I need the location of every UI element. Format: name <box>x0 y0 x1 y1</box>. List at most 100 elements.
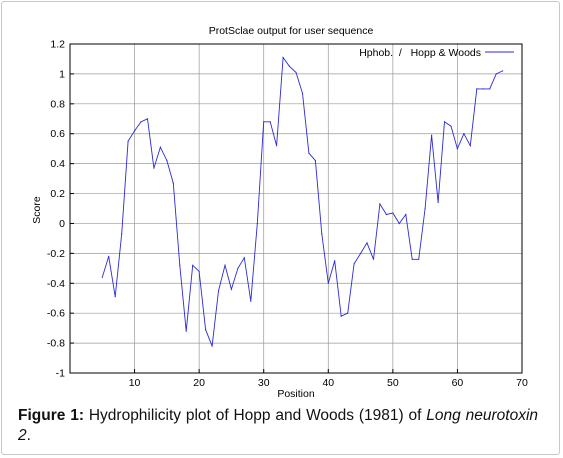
data-point <box>192 264 194 266</box>
data-point <box>153 167 155 169</box>
data-point <box>230 288 232 290</box>
caption-end: . <box>26 427 31 444</box>
data-point <box>140 121 142 123</box>
y-tick-label: 1 <box>59 68 65 80</box>
data-point <box>101 276 103 278</box>
data-point <box>398 222 400 225</box>
data-point <box>179 264 181 266</box>
x-tick-label: 50 <box>387 377 399 389</box>
series-line <box>101 56 503 347</box>
data-point <box>463 133 465 135</box>
data-point <box>121 233 123 235</box>
y-tick-label: -1 <box>56 368 65 380</box>
data-point <box>224 264 226 266</box>
data-point <box>360 252 362 254</box>
y-tick-label: -0.2 <box>47 248 65 260</box>
y-tick-label: 0.4 <box>50 158 65 170</box>
data-point <box>482 88 484 90</box>
data-point <box>418 258 420 260</box>
chart: 1.2 1 0.8 0.6 0.4 0.2 0 -0.2 -0.4 -0.6 -0.8 -1 10 20… <box>31 25 528 400</box>
y-tick-label: 0 <box>59 218 65 230</box>
x-tick-label: 70 <box>516 377 528 389</box>
data-point <box>282 56 284 59</box>
data-point <box>489 88 491 90</box>
x-tick-labels: 10 20 30 40 50 60 70 <box>129 377 528 389</box>
data-point <box>288 65 291 67</box>
data-point <box>353 263 355 265</box>
data-point <box>301 92 304 94</box>
data-point <box>308 152 310 154</box>
data-point <box>127 140 129 142</box>
data-point <box>469 145 471 147</box>
data-point <box>146 118 149 120</box>
data-point <box>217 290 220 292</box>
chart-title: ProtSclae output for user sequence <box>209 25 374 37</box>
data-point <box>198 270 200 272</box>
x-tick-label: 30 <box>258 377 270 389</box>
x-tick-label: 10 <box>129 377 141 389</box>
data-point <box>108 255 110 257</box>
y-tick-label: -0.4 <box>47 278 65 290</box>
data-point <box>385 213 387 216</box>
y-tick-labels: 1.2 1 0.8 0.6 0.4 0.2 0 -0.2 -0.4 -0.6 -0.8 -1 <box>47 39 65 380</box>
data-point <box>476 88 478 90</box>
series-points <box>101 56 504 347</box>
data-point <box>237 267 239 269</box>
x-tick-label: 60 <box>452 377 464 389</box>
data-point <box>502 70 504 72</box>
data-point <box>379 203 381 205</box>
data-point <box>211 345 213 347</box>
data-point <box>347 312 349 314</box>
data-point <box>205 329 207 331</box>
caption-text: Hydrophilicity plot of Hopp and Woods (1… <box>84 407 427 424</box>
y-tick-label: -0.6 <box>47 308 65 320</box>
plot-area <box>69 43 523 374</box>
y-tick-label: 0.2 <box>50 188 65 200</box>
data-point <box>327 282 329 284</box>
data-point <box>256 222 258 225</box>
data-point <box>134 130 136 132</box>
data-point <box>172 182 174 184</box>
grid <box>70 43 523 374</box>
data-point <box>250 300 252 302</box>
data-point <box>314 160 316 162</box>
data-point <box>334 260 336 262</box>
data-point <box>276 145 278 147</box>
data-point <box>269 121 271 123</box>
data-point <box>431 134 433 136</box>
data-point <box>495 73 497 75</box>
data-point <box>424 207 426 210</box>
legend: Hphob. / Hopp & Woods <box>359 47 514 59</box>
data-point <box>243 257 245 259</box>
data-point <box>392 212 394 214</box>
data-point <box>340 315 342 317</box>
data-point <box>263 121 265 123</box>
caption-label: Figure 1: <box>18 407 84 424</box>
data-point <box>450 125 452 127</box>
y-tick-label: 0.6 <box>50 128 65 140</box>
data-point <box>295 71 297 73</box>
legend-label: Hphob. / Hopp & Woods <box>359 47 481 59</box>
figure-caption: Figure 1: Hydrophilicity plot of Hopp an… <box>18 406 538 446</box>
data-point <box>185 330 187 332</box>
y-tick-label: 0.8 <box>50 98 65 110</box>
data-point <box>321 233 323 235</box>
data-point <box>366 242 368 244</box>
data-point <box>159 146 161 148</box>
x-tick-label: 20 <box>193 377 205 389</box>
y-tick-label: 1.2 <box>50 39 65 51</box>
x-axis-label: Position <box>277 388 315 400</box>
data-point <box>114 296 116 298</box>
data-point <box>405 213 407 216</box>
x-tick-label: 40 <box>322 377 334 389</box>
y-tick-label: -0.8 <box>47 338 65 350</box>
data-point <box>372 258 375 260</box>
data-point <box>166 160 168 162</box>
data-point <box>443 121 446 123</box>
data-point <box>437 201 439 204</box>
caption-italic: Long neurotoxin 2 <box>18 407 539 444</box>
y-axis-label: Score <box>31 196 43 224</box>
data-point <box>456 148 458 150</box>
data-point <box>411 258 413 260</box>
